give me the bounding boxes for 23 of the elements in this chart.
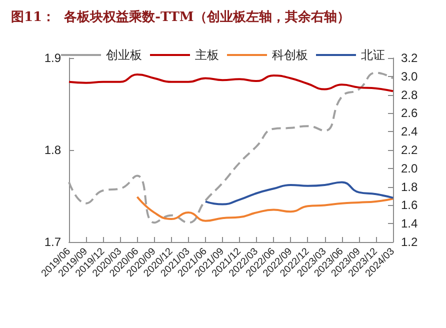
y2-tick-label: 1.4 — [401, 216, 418, 231]
y2-tick-label: 1.2 — [401, 235, 418, 249]
y2-tick-label: 2.8 — [401, 88, 418, 102]
chart-title: 图11： 各板块权益乘数-TTM（创业板左轴，其余右轴） — [11, 9, 350, 25]
y-tick-label: 1.9 — [44, 51, 62, 65]
y-tick-label: 1.8 — [44, 143, 62, 157]
legend-label: 主板 — [195, 48, 219, 62]
line-series — [68, 74, 394, 92]
y2-tick-label: 1.8 — [401, 180, 418, 194]
y2-tick-label: 2.6 — [401, 106, 418, 120]
y2-tick-label: 3.2 — [401, 51, 418, 65]
y2-tick-label: 2.4 — [401, 124, 418, 139]
line-series — [136, 196, 394, 222]
legend-label: 科创板 — [272, 48, 308, 62]
y2-tick-label: 3.0 — [401, 69, 418, 84]
y-tick-label: 1.7 — [44, 235, 62, 249]
y2-tick-label: 2.0 — [401, 161, 418, 176]
line-series — [68, 72, 394, 224]
line-series — [204, 181, 394, 206]
legend-label: 北证 — [361, 48, 385, 62]
y2-tick-label: 2.2 — [401, 143, 418, 157]
y2-tick-label: 1.6 — [401, 198, 418, 212]
legend-label: 创业板 — [106, 48, 142, 62]
